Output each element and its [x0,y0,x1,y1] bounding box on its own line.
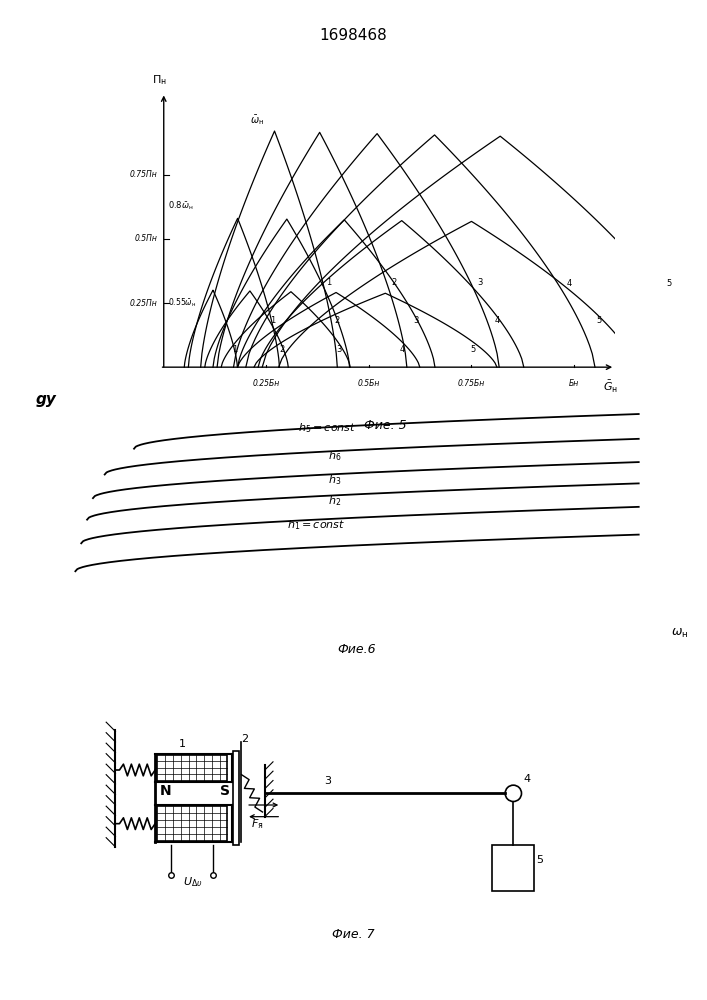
Text: S: S [221,784,230,798]
Text: 3: 3 [337,345,341,354]
Text: 2: 2 [242,734,249,744]
Text: $\bar{\omega}_{\rm н}$: $\bar{\omega}_{\rm н}$ [250,113,264,127]
Text: 0.75Πн: 0.75Πн [130,170,158,179]
Text: N: N [160,784,172,798]
Text: 5: 5 [597,316,602,325]
Text: 4: 4 [567,279,572,288]
Text: $h_2$: $h_2$ [328,495,341,508]
Text: 0.25Бн: 0.25Бн [252,379,280,388]
Text: Фие. 7: Фие. 7 [332,928,375,941]
Text: 0.5Бн: 0.5Бн [358,379,380,388]
Text: 1698468: 1698468 [320,27,387,42]
Text: 2: 2 [335,316,340,325]
Text: $h_1=const$: $h_1=const$ [286,518,345,532]
Text: $h_3$: $h_3$ [328,473,341,487]
Text: 4: 4 [524,774,531,784]
Text: $\bar{G}_{\rm н}$: $\bar{G}_{\rm н}$ [604,379,619,395]
Text: 1: 1 [178,739,185,749]
Bar [233,751,239,845]
Text: 3: 3 [478,278,483,287]
Text: $\Pi_{\rm н}$: $\Pi_{\rm н}$ [152,74,167,87]
Text: gу: gу [35,392,57,407]
Text: 0.25Πн: 0.25Πн [130,299,158,308]
Text: $\omega_{\rm н}$: $\omega_{\rm н}$ [671,627,689,640]
Text: 2: 2 [392,278,397,287]
Bar [158,755,228,780]
Text: 4: 4 [495,316,501,325]
Text: $0.55\bar{\omega}_{\rm н}$: $0.55\bar{\omega}_{\rm н}$ [168,297,197,309]
Text: $h_5=const$: $h_5=const$ [298,422,357,435]
Bar [158,806,228,841]
Bar [492,845,534,891]
Text: 2: 2 [279,345,284,354]
Text: Бн: Бн [569,379,579,388]
Text: 5: 5 [471,345,476,354]
Text: 0.5Πн: 0.5Πн [135,234,158,243]
Text: $h_6$: $h_6$ [328,449,341,463]
Text: 3: 3 [325,776,332,786]
Text: $F_{\rm я}$: $F_{\rm я}$ [251,817,263,831]
Text: $0.8\bar{\omega}_{\rm н}$: $0.8\bar{\omega}_{\rm н}$ [168,199,193,212]
Text: 3: 3 [414,316,419,325]
Text: 4: 4 [400,345,405,354]
Text: 1: 1 [269,316,275,325]
Text: 0.75Бн: 0.75Бн [458,379,485,388]
Text: Фие. 5: Фие. 5 [364,419,407,432]
Text: 1: 1 [232,345,237,354]
Text: 5: 5 [537,855,544,865]
Text: $U_{\Delta\upsilon}$: $U_{\Delta\upsilon}$ [182,876,202,889]
Text: 5: 5 [667,279,672,288]
Text: 1: 1 [326,278,332,287]
Text: Фие.6: Фие.6 [338,643,376,656]
